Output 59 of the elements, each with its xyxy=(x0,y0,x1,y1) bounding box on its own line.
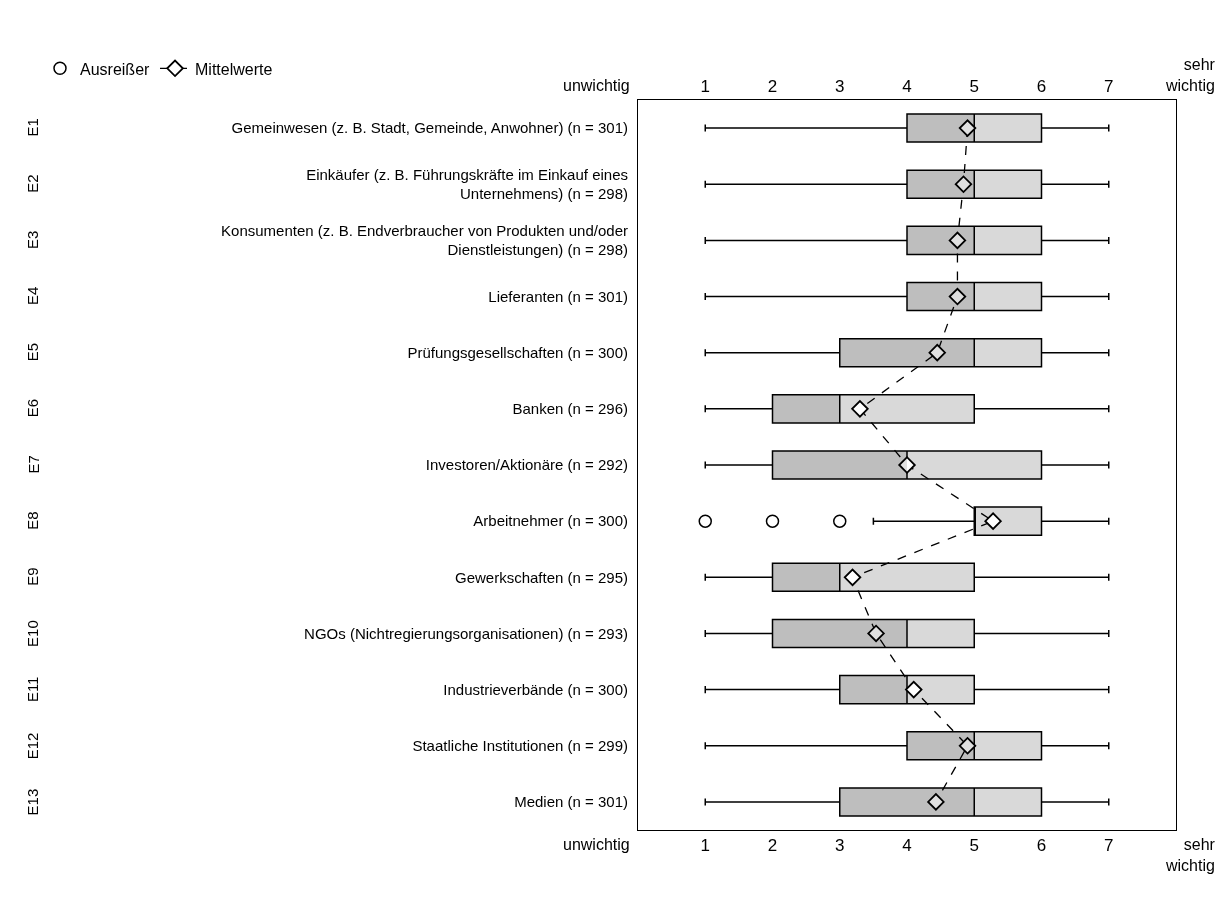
y-tick-label: Prüfungsgesellschaften (n = 300) xyxy=(407,343,628,361)
point xyxy=(958,737,977,755)
y2-tick-label: E6 xyxy=(23,398,41,418)
y2-tick-label: E8 xyxy=(24,511,42,530)
point xyxy=(948,231,967,250)
y-tick-label: Lieferanten (n = 301) xyxy=(488,287,628,305)
y2-tick-label: E4 xyxy=(23,286,41,306)
x-tick-label: 1 xyxy=(700,77,710,97)
point xyxy=(851,400,869,418)
point xyxy=(905,680,923,699)
x2-tick-label: 6 xyxy=(1036,836,1047,856)
text: unwichtig xyxy=(563,836,630,853)
y2-tick-label: E13 xyxy=(23,788,41,816)
legend-label: Ausreißer xyxy=(80,60,151,78)
x2-tick-label: 2 xyxy=(767,836,778,856)
y2-tick-label: E9 xyxy=(24,567,42,586)
y2-tick-label: E12 xyxy=(23,732,41,760)
x-tick-label: 2 xyxy=(767,77,778,97)
x2-tick-label: 4 xyxy=(902,836,912,856)
y-tick-label: Staatliche Institutionen (n = 299) xyxy=(412,737,628,755)
y-tick-label: Medien (n = 301) xyxy=(514,793,628,811)
y2-tick-label: E3 xyxy=(24,230,42,249)
point xyxy=(954,175,973,193)
point xyxy=(958,119,977,137)
y-tick-label: NGOs (Nichtregierungsorganisationen) (n = 293) xyxy=(304,624,628,642)
y2-tick-label: E7 xyxy=(24,455,42,474)
y2-tick-label: E2 xyxy=(24,174,42,193)
y-tick-label: Gewerkschaften (n = 295) xyxy=(454,568,628,586)
text: unwichtig xyxy=(563,77,630,94)
y2-tick-label: E11 xyxy=(23,676,41,703)
point xyxy=(984,512,1002,530)
text: sehr wichtig xyxy=(1166,56,1215,94)
x2-tick-label: 3 xyxy=(835,836,845,856)
point xyxy=(928,343,946,362)
x-tick-label: 5 xyxy=(969,77,979,97)
point xyxy=(898,456,916,474)
x-tick-label: 4 xyxy=(902,77,912,97)
x-tick-label: 6 xyxy=(1036,77,1047,97)
y-tick-label: Konsumenten (z. B. Endverbraucher von Produkten und/oder Dienstleistungen) (n = 298) xyxy=(221,221,628,259)
point xyxy=(843,568,862,587)
y2-tick-label: E10 xyxy=(24,620,42,647)
text: sehr wichtig xyxy=(1165,836,1216,874)
point xyxy=(927,793,945,811)
x2-tick-label: 7 xyxy=(1104,836,1114,856)
y-tick-label: Investoren/Aktionäre (n = 292) xyxy=(425,456,628,474)
x-tick-label: 3 xyxy=(835,77,845,97)
y2-tick-label: E5 xyxy=(23,342,41,362)
y2-tick-label: E1 xyxy=(24,118,42,137)
y-tick-label: Industrieverbände (n = 300) xyxy=(443,680,628,698)
x-tick-label: 7 xyxy=(1104,77,1114,97)
y-tick-label: Arbeitnehmer (n = 300) xyxy=(473,512,628,530)
point xyxy=(948,287,967,306)
y-tick-label: Einkäufer (z. B. Führungskräfte im Einkauf eines Unternehmens) (n = 298) xyxy=(306,165,628,203)
legend-label: Mittelwerte xyxy=(195,60,273,78)
x2-tick-label: 5 xyxy=(969,836,979,856)
y-tick-label: Banken (n = 296) xyxy=(512,400,628,418)
y-tick-label: Gemeinwesen (z. B. Stadt, Gemeinde, Anwohner) (n = 301) xyxy=(231,119,628,137)
x2-tick-label: 1 xyxy=(700,836,710,856)
point xyxy=(867,624,885,643)
